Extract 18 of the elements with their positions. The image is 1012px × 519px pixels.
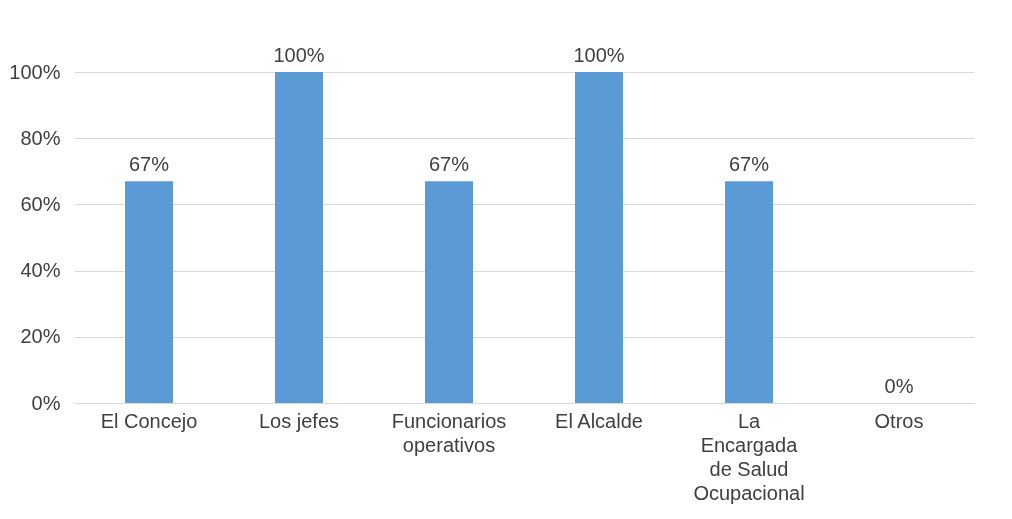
data-label: 0% <box>884 375 914 397</box>
data-label: 100% <box>273 44 325 66</box>
x-tick-label: La Encargada de Salud Ocupacional <box>693 409 805 504</box>
x-tick-label: Funcionarios operativos <box>391 409 507 456</box>
y-tick-label: 0% <box>31 391 61 414</box>
data-label: 67% <box>728 153 770 176</box>
y-tick-label: 100% <box>9 60 61 83</box>
x-tick-label: Otros <box>874 409 924 432</box>
x-tick-label: El Alcalde <box>555 409 643 432</box>
y-tick-label: 60% <box>20 192 61 215</box>
y-tick-label: 80% <box>20 126 61 149</box>
data-label: 67% <box>428 153 470 176</box>
data-label: 100% <box>573 44 625 66</box>
data-label: 67% <box>128 153 170 176</box>
x-tick-label: Los jefes <box>258 409 340 432</box>
x-tick-label: El Concejo <box>100 409 198 432</box>
y-tick-label: 40% <box>20 259 61 282</box>
y-tick-label: 20% <box>20 325 61 348</box>
